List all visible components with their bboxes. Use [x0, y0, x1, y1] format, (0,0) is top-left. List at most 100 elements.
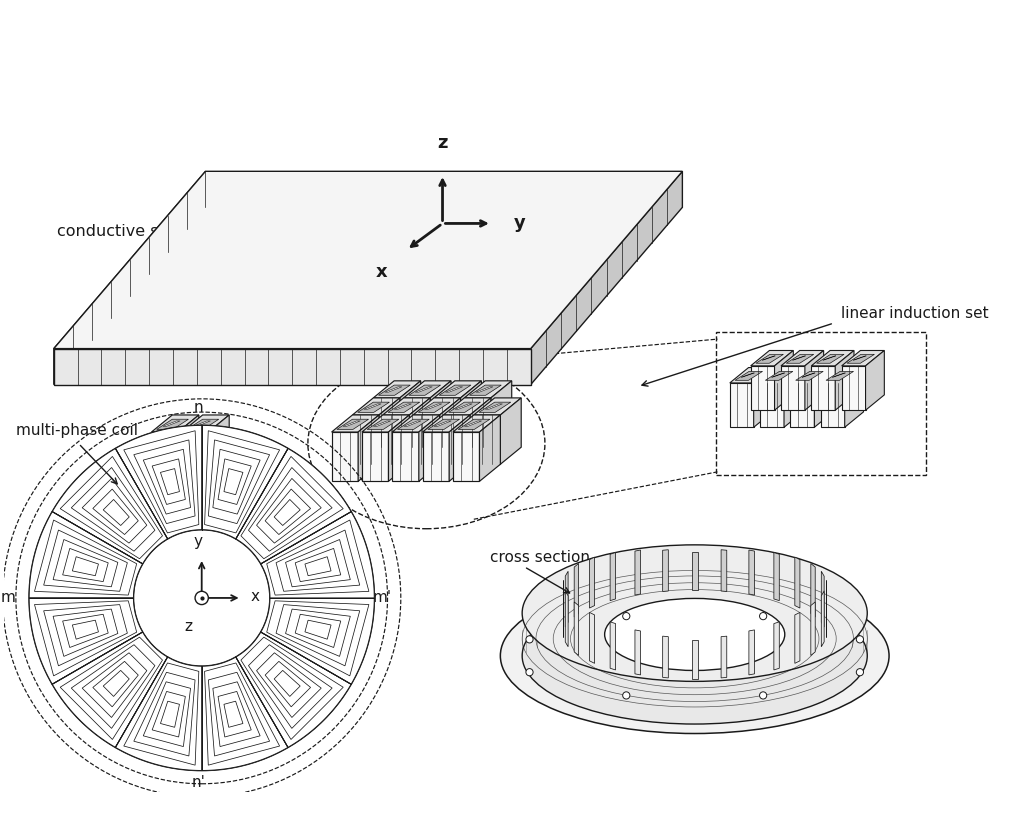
Polygon shape — [635, 550, 640, 595]
Polygon shape — [163, 421, 180, 427]
Polygon shape — [443, 398, 491, 415]
Circle shape — [856, 668, 864, 676]
Polygon shape — [443, 415, 470, 464]
Polygon shape — [430, 381, 451, 447]
Polygon shape — [454, 404, 472, 409]
Circle shape — [623, 612, 630, 619]
Polygon shape — [761, 383, 784, 427]
Polygon shape — [235, 632, 351, 747]
Polygon shape — [500, 398, 521, 464]
Polygon shape — [115, 657, 202, 771]
Polygon shape — [474, 398, 521, 415]
Text: x: x — [251, 589, 260, 603]
Polygon shape — [741, 373, 754, 377]
Polygon shape — [362, 415, 409, 432]
Polygon shape — [575, 602, 579, 655]
Polygon shape — [409, 385, 440, 396]
Polygon shape — [182, 432, 208, 481]
Polygon shape — [821, 368, 864, 383]
Polygon shape — [470, 398, 491, 464]
Polygon shape — [832, 373, 845, 377]
Polygon shape — [491, 381, 512, 447]
Polygon shape — [383, 398, 430, 415]
Polygon shape — [422, 415, 470, 432]
Polygon shape — [459, 419, 490, 430]
Polygon shape — [235, 449, 351, 564]
Polygon shape — [261, 512, 375, 598]
Polygon shape — [476, 387, 493, 392]
Polygon shape — [748, 630, 754, 675]
Polygon shape — [823, 356, 836, 360]
Polygon shape — [590, 612, 595, 663]
Polygon shape — [566, 571, 568, 627]
Polygon shape — [331, 415, 379, 432]
Polygon shape — [54, 348, 530, 385]
Polygon shape — [374, 381, 421, 398]
Text: n: n — [194, 400, 204, 415]
Polygon shape — [485, 404, 502, 409]
Polygon shape — [575, 563, 579, 617]
Polygon shape — [795, 557, 800, 608]
Text: n': n' — [192, 775, 206, 790]
Polygon shape — [448, 402, 481, 413]
Polygon shape — [379, 398, 400, 464]
Polygon shape — [748, 550, 754, 595]
Polygon shape — [755, 354, 784, 363]
Polygon shape — [392, 415, 439, 432]
Text: m: m — [1, 590, 16, 606]
Polygon shape — [261, 598, 375, 685]
Polygon shape — [802, 373, 815, 377]
Polygon shape — [182, 415, 229, 432]
Polygon shape — [821, 383, 844, 427]
Ellipse shape — [522, 545, 868, 681]
Polygon shape — [566, 591, 568, 647]
Polygon shape — [721, 549, 727, 592]
Circle shape — [29, 426, 375, 771]
Polygon shape — [53, 632, 168, 747]
Polygon shape — [795, 612, 800, 663]
Polygon shape — [413, 415, 439, 464]
Polygon shape — [434, 421, 451, 427]
Polygon shape — [409, 398, 430, 464]
Polygon shape — [766, 371, 793, 380]
Polygon shape — [193, 421, 210, 427]
Polygon shape — [530, 171, 683, 385]
Polygon shape — [29, 512, 142, 598]
Polygon shape — [187, 419, 219, 430]
Polygon shape — [152, 415, 199, 432]
Polygon shape — [811, 365, 835, 410]
Polygon shape — [413, 398, 461, 415]
Text: conductive sheet: conductive sheet — [57, 224, 194, 239]
Circle shape — [133, 530, 270, 666]
Polygon shape — [791, 368, 833, 383]
Circle shape — [760, 692, 767, 699]
Polygon shape — [793, 356, 806, 360]
Ellipse shape — [500, 578, 889, 733]
Polygon shape — [470, 385, 501, 396]
Polygon shape — [811, 351, 854, 365]
Polygon shape — [826, 371, 853, 380]
Polygon shape — [692, 641, 698, 679]
Polygon shape — [434, 381, 482, 398]
Polygon shape — [439, 398, 461, 464]
Polygon shape — [352, 398, 400, 415]
Polygon shape — [784, 368, 803, 427]
Polygon shape — [821, 571, 824, 627]
Polygon shape — [374, 421, 391, 427]
Polygon shape — [721, 637, 727, 678]
Polygon shape — [465, 421, 482, 427]
Polygon shape — [398, 419, 429, 430]
Polygon shape — [866, 351, 885, 410]
Polygon shape — [54, 171, 205, 385]
Polygon shape — [389, 415, 409, 481]
Polygon shape — [480, 415, 500, 481]
Polygon shape — [418, 402, 450, 413]
Polygon shape — [383, 415, 409, 464]
Polygon shape — [452, 415, 500, 432]
Polygon shape — [465, 398, 491, 447]
Polygon shape — [610, 622, 615, 670]
Polygon shape — [772, 373, 785, 377]
Polygon shape — [404, 421, 421, 427]
Polygon shape — [805, 351, 823, 410]
Polygon shape — [663, 549, 669, 592]
